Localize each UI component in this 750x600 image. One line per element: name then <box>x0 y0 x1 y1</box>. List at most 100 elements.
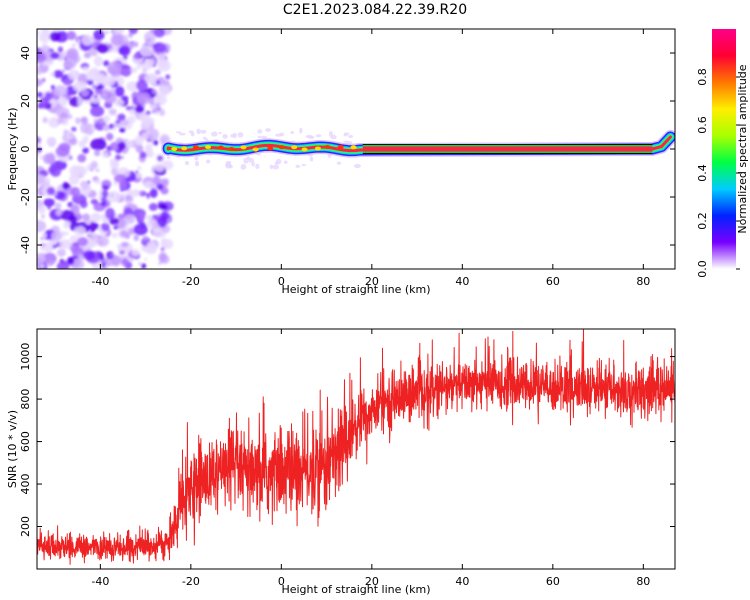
noise-blob <box>91 85 96 90</box>
noise-blob <box>113 225 119 230</box>
ridge-speckle <box>279 132 285 137</box>
ridge-hotspot <box>337 144 344 149</box>
noise-blob <box>121 193 127 198</box>
noise-blob <box>161 203 168 211</box>
noise-blob <box>115 119 121 124</box>
noise-blob <box>47 206 51 210</box>
ridge-hotspot <box>324 145 331 150</box>
noise-blob <box>113 97 125 107</box>
ridge-speckle <box>184 160 190 166</box>
noise-blob <box>77 96 82 102</box>
noise-blob <box>66 256 75 265</box>
ridge-speckle <box>276 158 282 165</box>
noise-blob <box>87 222 100 231</box>
noise-blob <box>102 124 111 132</box>
noise-blob <box>50 52 60 60</box>
noise-blob <box>118 45 131 56</box>
noise-blob <box>139 45 155 57</box>
y-tick-label: -40 <box>19 236 32 254</box>
x-tick-label: 20 <box>365 275 379 288</box>
noise-blob <box>80 183 92 196</box>
noise-blob <box>86 232 93 238</box>
ridge-speckle <box>225 162 232 169</box>
noise-blob <box>156 183 164 191</box>
noise-blob <box>124 195 134 204</box>
ridge-hotspot <box>205 144 212 149</box>
noise-blob <box>81 34 94 46</box>
noise-blob <box>83 52 92 59</box>
noise-blob <box>131 248 140 257</box>
ridge-speckle <box>272 164 279 170</box>
noise-blob <box>154 107 160 113</box>
noise-blob <box>69 242 80 253</box>
noise-blob <box>49 165 62 177</box>
noise-blob <box>71 126 77 132</box>
noise-blob <box>57 46 64 53</box>
noise-blob <box>57 248 66 257</box>
noise-blob <box>154 93 167 106</box>
colorbar-tick-label: 0.8 <box>696 68 709 86</box>
noise-blob <box>57 120 62 125</box>
noise-blob <box>121 67 131 77</box>
ridge-speckle <box>265 128 271 132</box>
noise-blob <box>66 130 74 140</box>
noise-blob <box>108 108 117 116</box>
noise-blob <box>41 77 46 83</box>
ridge-speckle <box>194 160 200 167</box>
noise-blob <box>82 147 89 154</box>
ridge-hotspot <box>181 146 188 151</box>
noise-blob <box>135 170 139 174</box>
noise-blob <box>126 81 139 92</box>
ridge-hotspot <box>291 145 298 150</box>
noise-blob <box>68 137 78 146</box>
ridge-speckle <box>251 161 255 167</box>
noise-blob <box>77 153 87 163</box>
noise-blob <box>138 213 146 222</box>
noise-blob <box>100 196 108 203</box>
spectrogram-y-axis-label: Frequency (Hz) <box>6 108 19 191</box>
x-tick-label: 80 <box>636 275 650 288</box>
colorbar-tick-label: 0.6 <box>696 116 709 134</box>
noise-blob <box>107 65 121 75</box>
ridge-speckle <box>354 163 361 169</box>
noise-blob <box>82 213 91 222</box>
noise-blob <box>128 29 138 35</box>
ridge-hotspot <box>314 146 321 151</box>
noise-blob <box>94 94 98 99</box>
y-tick-label: 20 <box>19 94 32 108</box>
noise-blobs <box>37 29 174 269</box>
x-tick-label: 80 <box>636 575 650 588</box>
snr-frame <box>36 328 676 570</box>
noise-blob <box>153 139 159 146</box>
noise-blob <box>37 91 43 98</box>
noise-blob <box>119 127 126 133</box>
snr-series-line <box>37 329 675 565</box>
noise-blob <box>41 214 45 219</box>
noise-blob <box>66 47 79 60</box>
noise-blob <box>40 236 44 241</box>
noise-blob <box>144 117 155 125</box>
noise-blob <box>134 105 145 113</box>
ridge-hotspot <box>278 145 285 150</box>
noise-blob <box>152 89 157 95</box>
x-tick-label: 60 <box>546 575 560 588</box>
noise-blob <box>39 264 45 269</box>
ridge-hotspot <box>350 145 357 150</box>
noise-blob <box>165 74 171 80</box>
ridge-speckle <box>240 163 247 170</box>
noise-blob <box>102 80 110 87</box>
page-title: C2E1.2023.084.22.39.R20 <box>282 2 468 18</box>
noise-blob <box>146 192 151 198</box>
noise-blob <box>148 203 158 211</box>
y-tick-label: 0 <box>19 146 32 153</box>
noise-blob <box>135 172 143 179</box>
noise-blob <box>121 258 129 267</box>
noise-blob <box>80 116 89 125</box>
noise-blob <box>94 88 103 95</box>
colorbar-label: Normalized spectral amplitude <box>736 64 749 233</box>
noise-blob <box>100 222 110 232</box>
noise-blob <box>95 168 100 172</box>
noise-blob <box>94 252 98 256</box>
noise-blob <box>37 30 40 36</box>
